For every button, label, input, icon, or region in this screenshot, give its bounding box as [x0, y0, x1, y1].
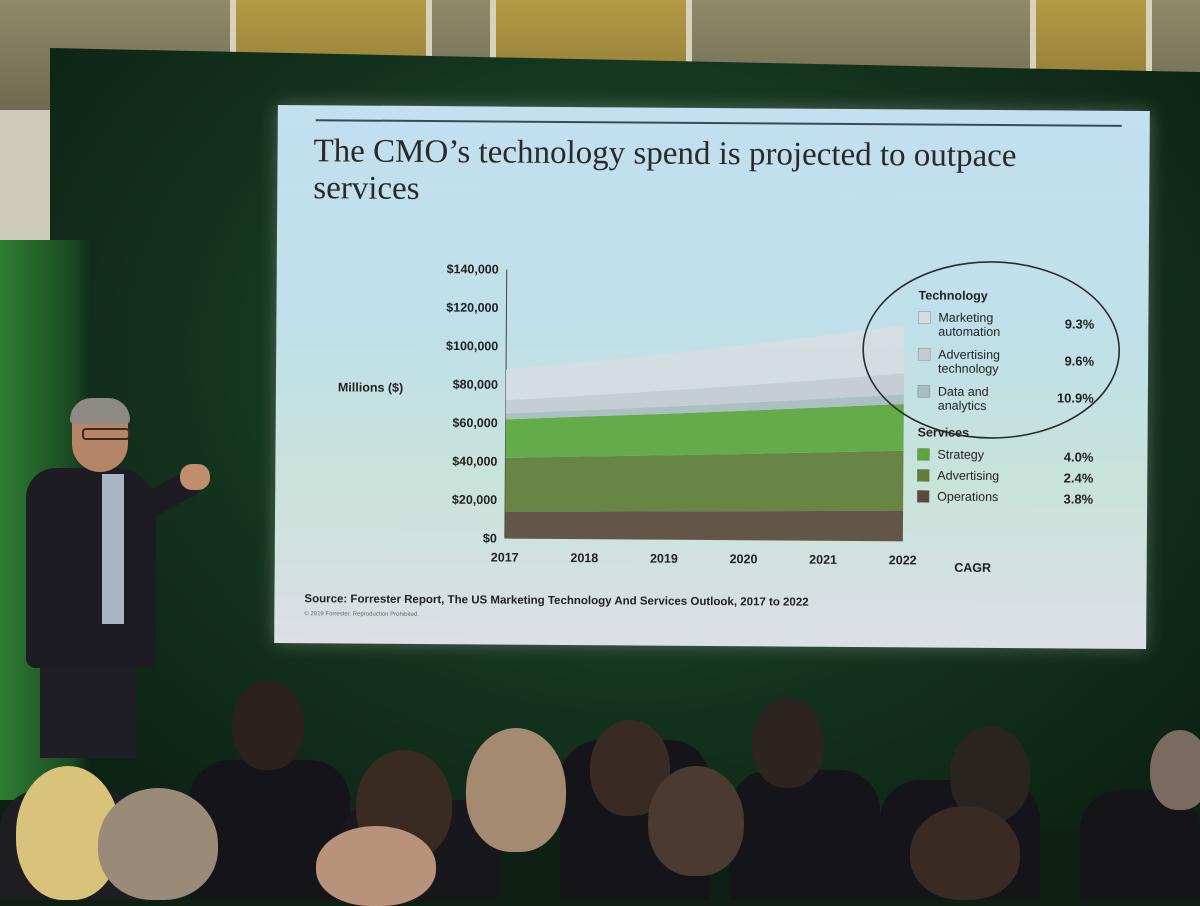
- legend-cagr-value: 4.0%: [1064, 449, 1094, 464]
- area-data-and-analytics: [505, 394, 904, 420]
- cagr-header: CAGR: [954, 561, 991, 575]
- y-tick-label: $60,000: [452, 416, 497, 430]
- legend-swatch: [917, 348, 931, 361]
- legend-cagr-value: 10.9%: [1057, 390, 1094, 405]
- audience: [0, 680, 1200, 906]
- presenter-hand: [180, 464, 210, 490]
- audience-member: [730, 770, 880, 900]
- stacked-area-chart: $0 $20,000 $40,000 $60,000 $80,000 $100,000 $1…: [338, 261, 1120, 575]
- legend-label: Marketing automation: [938, 311, 1000, 339]
- legend-cagr-value: 2.4%: [1064, 470, 1094, 485]
- y-axis-ticks: $0 $20,000 $40,000 $60,000 $80,000 $100,000 $1…: [446, 262, 499, 545]
- presenter: [20, 398, 220, 758]
- audience-member: [910, 806, 1020, 900]
- x-tick-label: 2017: [491, 550, 519, 564]
- legend-label: Strategy: [937, 448, 984, 462]
- x-axis-ticks: 2017 2018 2019 2020 2021 2022 CAGR: [491, 550, 991, 574]
- y-axis-label: Millions ($): [338, 380, 403, 394]
- x-tick-label: 2020: [730, 552, 758, 566]
- y-tick-label: $80,000: [453, 377, 498, 391]
- legend-label: Operations: [937, 490, 998, 504]
- audience-member: [752, 698, 824, 788]
- y-tick-label: $120,000: [446, 301, 498, 315]
- area-operations: [504, 510, 904, 542]
- area-series: [504, 325, 905, 542]
- legend-label: Advertising technology: [938, 348, 1000, 376]
- presenter-hair: [70, 398, 130, 424]
- y-tick-label: $40,000: [452, 454, 497, 468]
- legend-label: Data and analytics: [938, 385, 989, 413]
- legend-group-heading: Technology: [919, 288, 988, 302]
- presenter-glasses: [82, 428, 130, 440]
- legend-swatch: [917, 385, 931, 398]
- legend-swatch: [916, 490, 930, 503]
- x-tick-label: 2018: [570, 551, 598, 565]
- audience-member: [1150, 730, 1200, 810]
- legend-swatch: [917, 448, 930, 461]
- x-tick-label: 2019: [650, 552, 678, 566]
- legend-cagr-value: 3.8%: [1063, 491, 1093, 506]
- presenter-shirt: [102, 474, 124, 624]
- y-tick-label: $140,000: [447, 262, 499, 276]
- presenter-legs: [40, 664, 136, 758]
- legend-label: Advertising: [937, 469, 999, 483]
- x-tick-label: 2022: [889, 553, 917, 567]
- area-strategy: [505, 403, 904, 458]
- audience-member: [232, 680, 304, 770]
- audience-member: [316, 826, 436, 906]
- legend-cagr-value: 9.6%: [1064, 353, 1094, 368]
- y-tick-label: $0: [483, 531, 497, 545]
- copyright-note: © 2019 Forrester. Reproduction Prohibite…: [304, 611, 419, 618]
- legend: Technology Marketing automation 9.3% Adverti…: [916, 288, 1095, 507]
- projected-slide: The CMO’s technology spend is projected …: [274, 104, 1150, 650]
- audience-member: [466, 728, 566, 852]
- y-tick-label: $20,000: [452, 493, 497, 507]
- area-advertising-technology: [505, 373, 905, 414]
- technology-highlight-circle: [862, 261, 1120, 439]
- legend-cagr-value: 9.3%: [1065, 316, 1095, 331]
- x-tick-label: 2021: [809, 553, 837, 567]
- legend-swatch: [918, 311, 931, 324]
- y-tick-label: $100,000: [446, 339, 498, 353]
- area-advertising: [505, 450, 904, 512]
- legend-group-heading: Services: [918, 425, 970, 439]
- audience-member: [648, 766, 744, 876]
- area-marketing-automation: [505, 325, 905, 401]
- audience-member: [98, 788, 218, 900]
- legend-swatch: [917, 469, 930, 482]
- presenter-jacket: [26, 468, 156, 668]
